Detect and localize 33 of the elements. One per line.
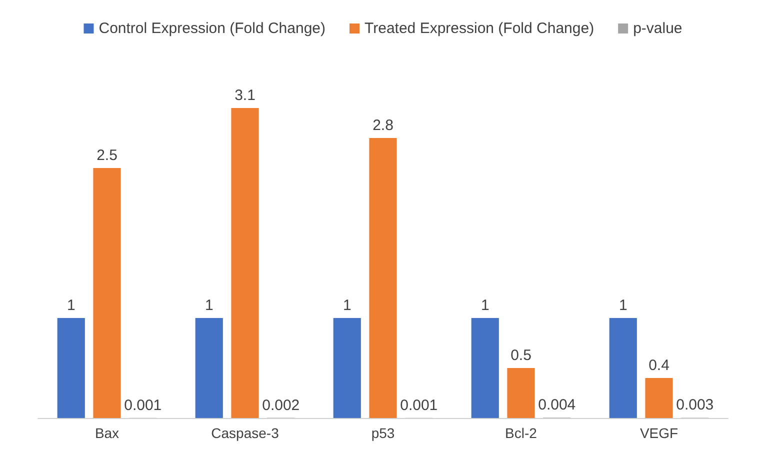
data-label: 2.5 [96, 147, 118, 164]
data-label: 0.4 [648, 357, 670, 374]
data-label: 0.003 [676, 396, 714, 414]
x-tick-label: Bax [94, 425, 120, 441]
data-label: 1 [480, 297, 490, 314]
bar [333, 318, 361, 418]
bar [609, 318, 637, 418]
legend-label: Treated Expression (Fold Change) [364, 20, 594, 37]
bar [231, 108, 259, 418]
data-label: 3.1 [234, 87, 256, 104]
bar [93, 168, 121, 418]
bar [369, 138, 397, 418]
data-label: 1 [342, 297, 352, 314]
x-tick-label: Caspase-3 [211, 425, 280, 441]
data-label: 0.002 [262, 396, 300, 414]
data-label: 0.004 [538, 396, 576, 414]
data-label: 0.5 [510, 347, 532, 364]
legend-label: p-value [633, 20, 682, 37]
bar [507, 368, 535, 418]
data-label: 1 [204, 297, 214, 314]
data-label: 1 [618, 297, 628, 314]
legend-label: Control Expression (Fold Change) [98, 20, 326, 37]
x-tick-label: Bcl-2 [505, 425, 538, 441]
x-tick-label: p53 [371, 425, 395, 441]
data-label: 2.8 [372, 117, 394, 134]
bar [57, 318, 85, 418]
data-label: 0.001 [124, 396, 162, 414]
bar [645, 378, 673, 418]
data-label: 0.001 [400, 396, 438, 414]
bar [195, 318, 223, 418]
x-tick-label: VEGF [640, 425, 678, 441]
bar [471, 318, 499, 418]
data-label: 1 [66, 297, 76, 314]
